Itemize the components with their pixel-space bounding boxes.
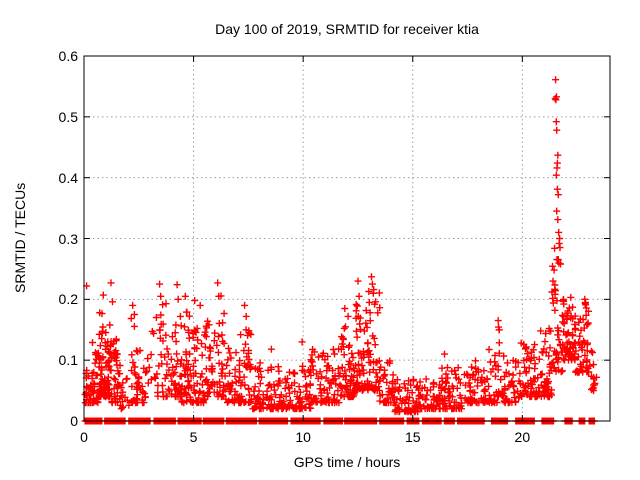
y-tick-label: 0.5 (58, 108, 78, 125)
grid-lines (84, 56, 610, 421)
x-tick-label: 0 (80, 429, 88, 445)
x-tick-label: 15 (404, 429, 421, 445)
y-tick-label: 0.4 (58, 169, 78, 186)
plot-frame (83, 55, 611, 422)
chart-title: Day 100 of 2019, SRMTID for receiver kti… (215, 21, 479, 37)
y-tick-label: 0.1 (58, 352, 78, 369)
x-axis-label: GPS time / hours (293, 454, 401, 470)
x-tick-label: 10 (295, 429, 311, 445)
y-tick-label: 0.3 (58, 230, 78, 247)
y-tick-label: 0 (70, 413, 78, 429)
tick-marks (83, 55, 610, 422)
y-tick-label: 0.2 (58, 291, 78, 308)
x-tick-label: 5 (189, 429, 198, 445)
y-tick-label: 0.6 (58, 48, 78, 64)
x-tick-label: 20 (514, 429, 531, 445)
